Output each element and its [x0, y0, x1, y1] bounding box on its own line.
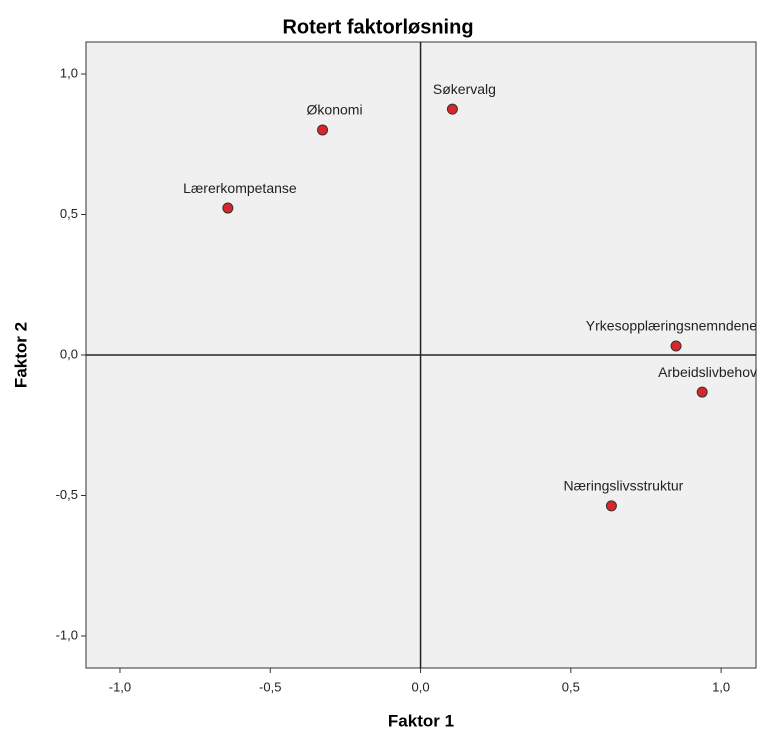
x-axis-title: Faktor 1	[388, 711, 454, 730]
point-label: Yrkesopplæringsnemndene	[586, 318, 757, 334]
point	[670, 340, 682, 352]
point-label: Søkervalg	[433, 81, 496, 97]
x-tick-label: 0,0	[412, 679, 430, 694]
point-label: Næringslivsstruktur	[564, 478, 684, 494]
x-tick-label: -1,0	[109, 679, 131, 694]
x-tick-label: 0,5	[562, 679, 580, 694]
point	[317, 124, 329, 136]
y-tick-label: -1,0	[56, 627, 78, 642]
chart-title: Rotert faktorløsning	[282, 16, 473, 38]
y-axis-title: Faktor 2	[11, 322, 30, 388]
point	[696, 386, 708, 398]
y-tick-label: -0,5	[56, 487, 78, 502]
x-tick-label: 1,0	[712, 679, 730, 694]
point-label: Arbeidslivbehov	[658, 364, 757, 380]
point-label: Lærerkompetanse	[183, 180, 297, 196]
y-tick-label: 0,0	[60, 346, 78, 361]
y-tick-label: 0,5	[60, 206, 78, 221]
point-label: Økonomi	[307, 102, 363, 118]
x-tick-label: -0,5	[259, 679, 281, 694]
y-tick-label: 1,0	[60, 65, 78, 80]
point	[222, 202, 234, 214]
point	[446, 103, 458, 115]
point	[605, 500, 617, 512]
